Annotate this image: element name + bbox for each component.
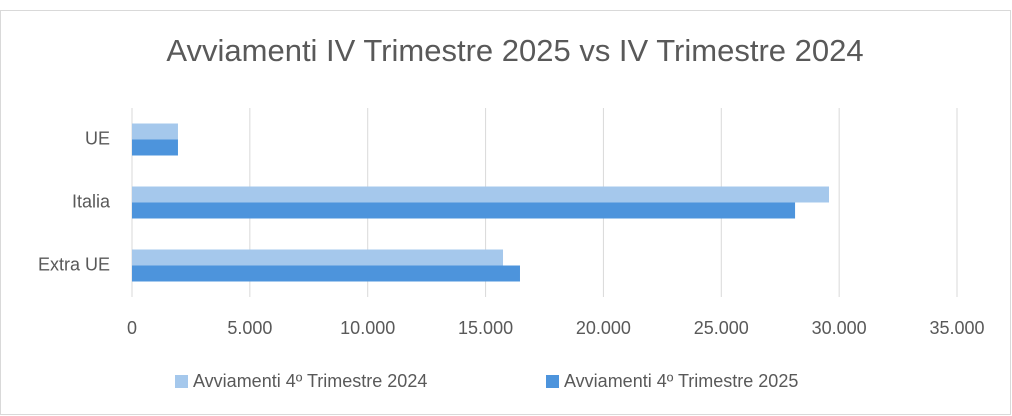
bar: [132, 123, 178, 140]
bar: [132, 249, 504, 266]
x-tick-label: 25.000: [694, 318, 749, 338]
legend-swatch: [175, 375, 188, 388]
x-tick-label: 10.000: [340, 318, 395, 338]
x-tick-label: 15.000: [458, 318, 513, 338]
x-tick-label: 0: [127, 318, 137, 338]
y-tick-label: Extra UE: [38, 254, 110, 274]
legend-label: Avviamenti 4º Trimestre 2024: [193, 371, 427, 391]
legend-label: Avviamenti 4º Trimestre 2025: [564, 371, 798, 391]
bar: [132, 265, 520, 282]
bar: [132, 186, 830, 203]
y-tick-label: Italia: [72, 191, 111, 211]
x-tick-label: 30.000: [812, 318, 867, 338]
y-tick-label: UE: [85, 128, 110, 148]
chart-title: Avviamenti IV Trimestre 2025 vs IV Trime…: [166, 33, 863, 68]
x-tick-label: 5.000: [227, 318, 272, 338]
x-tick-label: 35.000: [929, 318, 984, 338]
legend-swatch: [546, 375, 559, 388]
x-tick-label: 20.000: [576, 318, 631, 338]
bar: [132, 139, 178, 156]
bar: [132, 202, 796, 219]
